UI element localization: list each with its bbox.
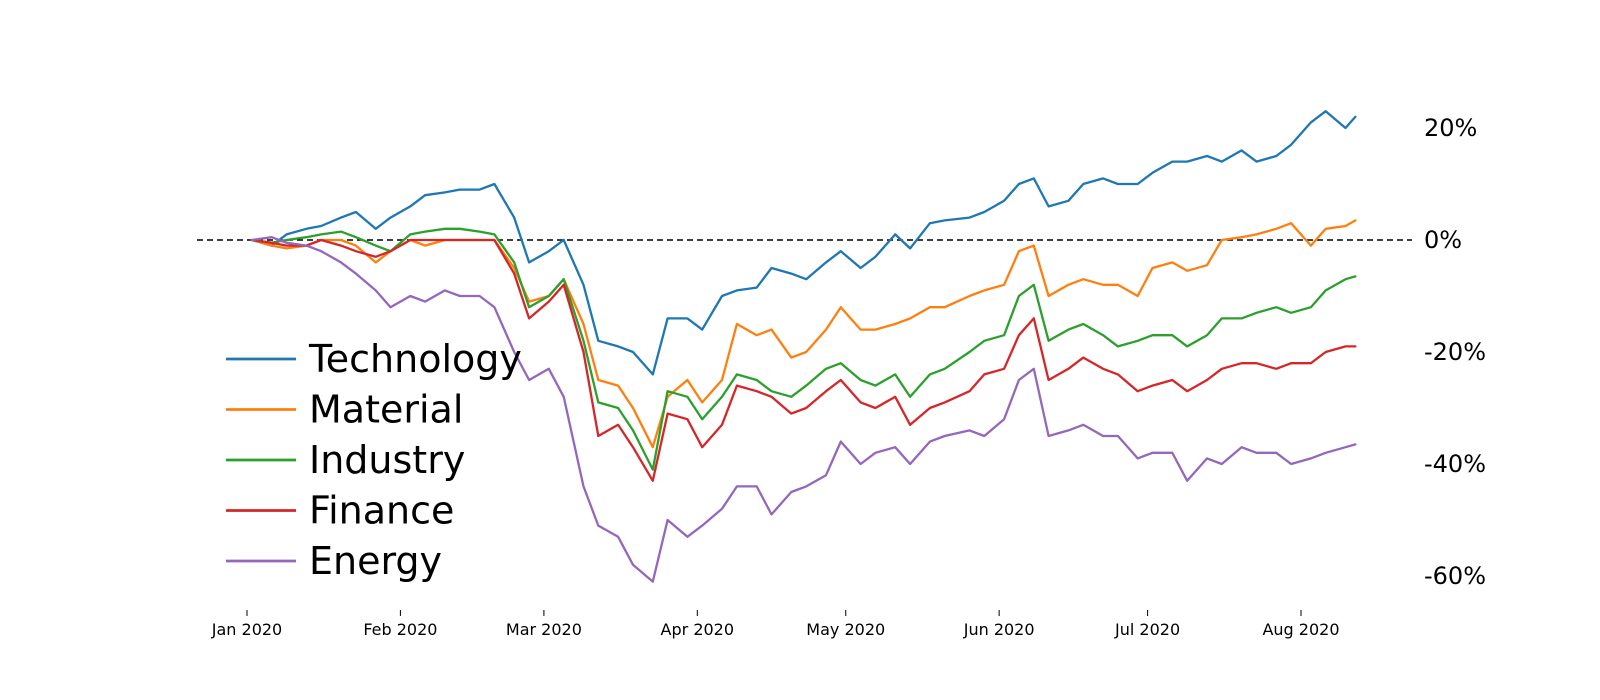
x-tick-label: Apr 2020 <box>661 620 734 639</box>
series-line-material <box>250 219 1357 449</box>
x-tick-label: Aug 2020 <box>1262 620 1339 639</box>
series-line-finance <box>250 238 1357 482</box>
plot-area <box>197 110 1412 583</box>
legend-label-energy: Energy <box>309 539 442 583</box>
y-axis: 20% 0% -20% -40% -60% <box>1424 114 1486 590</box>
y-tick-label: -20% <box>1424 338 1486 366</box>
x-tick-label: Jun 2020 <box>963 620 1035 639</box>
legend: Technology Material Industry Finance Energy <box>226 337 522 583</box>
x-tick-label: Feb 2020 <box>363 620 437 639</box>
x-axis: Jan 2020 Feb 2020 Mar 2020 Apr 2020 May 2020… <box>211 610 1340 639</box>
y-tick-label: -40% <box>1424 450 1486 478</box>
y-tick-label: -60% <box>1424 562 1486 590</box>
series-line-industry <box>250 227 1357 471</box>
x-tick-label: Jan 2020 <box>211 620 282 639</box>
legend-label-industry: Industry <box>309 438 465 482</box>
legend-label-material: Material <box>309 388 463 432</box>
series-line-energy <box>250 236 1357 583</box>
legend-label-technology: Technology <box>308 337 522 381</box>
x-tick-label: Jul 2020 <box>1114 620 1180 639</box>
x-tick-label: Mar 2020 <box>506 620 582 639</box>
x-tick-label: May 2020 <box>806 620 885 639</box>
y-tick-label: 20% <box>1424 114 1477 142</box>
legend-label-finance: Finance <box>309 489 454 533</box>
y-tick-label: 0% <box>1424 226 1462 254</box>
series-line-technology <box>250 110 1357 376</box>
